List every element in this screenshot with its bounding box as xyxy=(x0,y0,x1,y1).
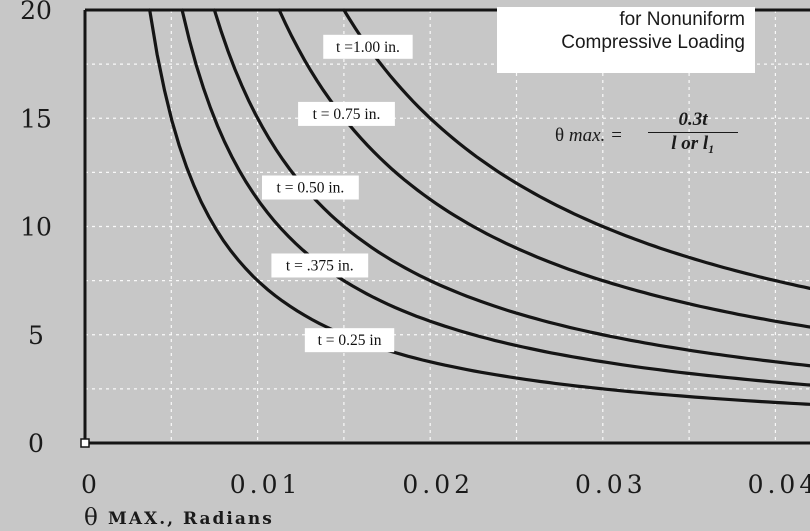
series-line xyxy=(277,8,810,329)
series-label: t = 0.75 in. xyxy=(298,101,395,126)
series-label-box xyxy=(323,34,413,59)
chart-title: for Nonuniform Compressive Loading xyxy=(561,9,745,53)
grid-layer xyxy=(85,10,810,443)
formula-fraction: 0.3t l or l₁ xyxy=(644,109,742,155)
series-label-box xyxy=(262,175,359,200)
formula-denominator: l or l₁ xyxy=(671,133,715,154)
chart-note-box xyxy=(497,7,755,73)
series-label-text: t =1.00 in. xyxy=(336,39,400,56)
series-label-box xyxy=(271,253,369,278)
x-axis-theta-symbol: θ xyxy=(84,505,100,531)
series-label: t =1.00 in. xyxy=(323,34,413,59)
formula-lhs-text: max. = xyxy=(568,125,623,146)
formula-lhs: θ max. = xyxy=(555,125,623,147)
formula-numerator: 0.3t xyxy=(678,109,708,130)
series-line xyxy=(148,8,810,406)
series-label: t = .375 in. xyxy=(271,253,369,278)
y-tick-label: 20 xyxy=(20,0,52,25)
series-label-text: t = 0.75 in. xyxy=(313,106,381,123)
formula-theta: θ xyxy=(555,125,565,146)
series-label: t = 0.25 in xyxy=(304,328,395,353)
series-label: t = 0.50 in. xyxy=(262,175,359,200)
y-tick-label: 10 xyxy=(20,213,52,242)
x-tick-label: 0 xyxy=(81,470,101,499)
axis-layer xyxy=(80,8,810,448)
x-axis-label: MAX., Radians xyxy=(108,509,274,529)
series-label-text: t = 0.25 in xyxy=(318,332,382,349)
y-tick-label: 15 xyxy=(20,104,52,133)
x-tick-label: 0.02 xyxy=(402,470,474,499)
origin-marker xyxy=(80,438,90,448)
x-tick-label: 0.04 xyxy=(748,470,810,499)
formula-fraction-bar xyxy=(648,132,738,133)
series-line xyxy=(212,8,810,368)
series-label-text: t = 0.50 in. xyxy=(277,180,345,197)
series-label-text: t = .375 in. xyxy=(286,257,354,274)
x-tick-label: 0.03 xyxy=(575,470,647,499)
series-label-box xyxy=(298,101,395,126)
series-label-box xyxy=(304,328,395,353)
x-axis-title: θ MAX., Radians xyxy=(84,505,274,531)
series-line xyxy=(342,8,810,291)
y-tick-label: 0 xyxy=(28,429,44,458)
curve-label-layer: t = 0.25 in t = .375 in. t = 0.50 in. t = 0… xyxy=(262,34,413,353)
x-tick-label: 0.01 xyxy=(230,470,302,499)
y-tick-label: 5 xyxy=(28,321,44,350)
